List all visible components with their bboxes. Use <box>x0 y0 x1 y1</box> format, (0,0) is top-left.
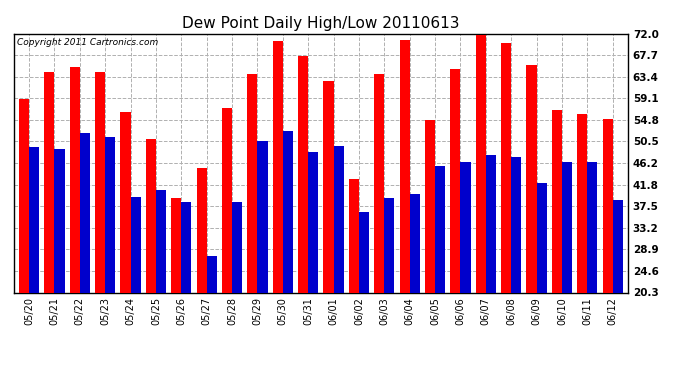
Bar <box>511 158 522 292</box>
Bar <box>359 212 369 292</box>
Bar <box>435 166 445 292</box>
Bar <box>156 190 166 292</box>
Bar <box>146 140 156 292</box>
Bar <box>80 133 90 292</box>
Bar <box>552 110 562 292</box>
Bar <box>257 141 268 292</box>
Bar <box>451 69 460 292</box>
Bar <box>425 120 435 292</box>
Bar <box>130 197 141 292</box>
Bar <box>171 198 181 292</box>
Bar <box>298 56 308 292</box>
Bar <box>613 200 623 292</box>
Bar <box>197 168 207 292</box>
Bar <box>486 155 496 292</box>
Bar <box>29 147 39 292</box>
Bar <box>324 81 333 292</box>
Bar <box>602 119 613 292</box>
Bar <box>333 146 344 292</box>
Bar <box>577 114 587 292</box>
Bar <box>384 198 395 292</box>
Bar <box>587 162 598 292</box>
Bar <box>374 74 384 292</box>
Bar <box>526 65 537 292</box>
Bar <box>222 108 232 292</box>
Bar <box>207 256 217 292</box>
Bar <box>232 202 242 292</box>
Bar <box>55 149 65 292</box>
Title: Dew Point Daily High/Low 20110613: Dew Point Daily High/Low 20110613 <box>182 16 460 31</box>
Bar <box>44 72 55 292</box>
Bar <box>562 162 572 292</box>
Bar <box>537 183 546 292</box>
Bar <box>181 202 191 292</box>
Bar <box>460 162 471 292</box>
Bar <box>475 35 486 292</box>
Bar <box>308 152 318 292</box>
Bar <box>95 72 105 292</box>
Bar <box>247 74 257 292</box>
Bar <box>19 99 29 292</box>
Bar <box>400 40 410 292</box>
Bar <box>283 131 293 292</box>
Bar <box>273 41 283 292</box>
Bar <box>501 43 511 292</box>
Bar <box>70 67 80 292</box>
Text: Copyright 2011 Cartronics.com: Copyright 2011 Cartronics.com <box>17 38 158 46</box>
Bar <box>105 137 115 292</box>
Bar <box>410 194 420 292</box>
Bar <box>120 112 130 292</box>
Bar <box>348 179 359 292</box>
